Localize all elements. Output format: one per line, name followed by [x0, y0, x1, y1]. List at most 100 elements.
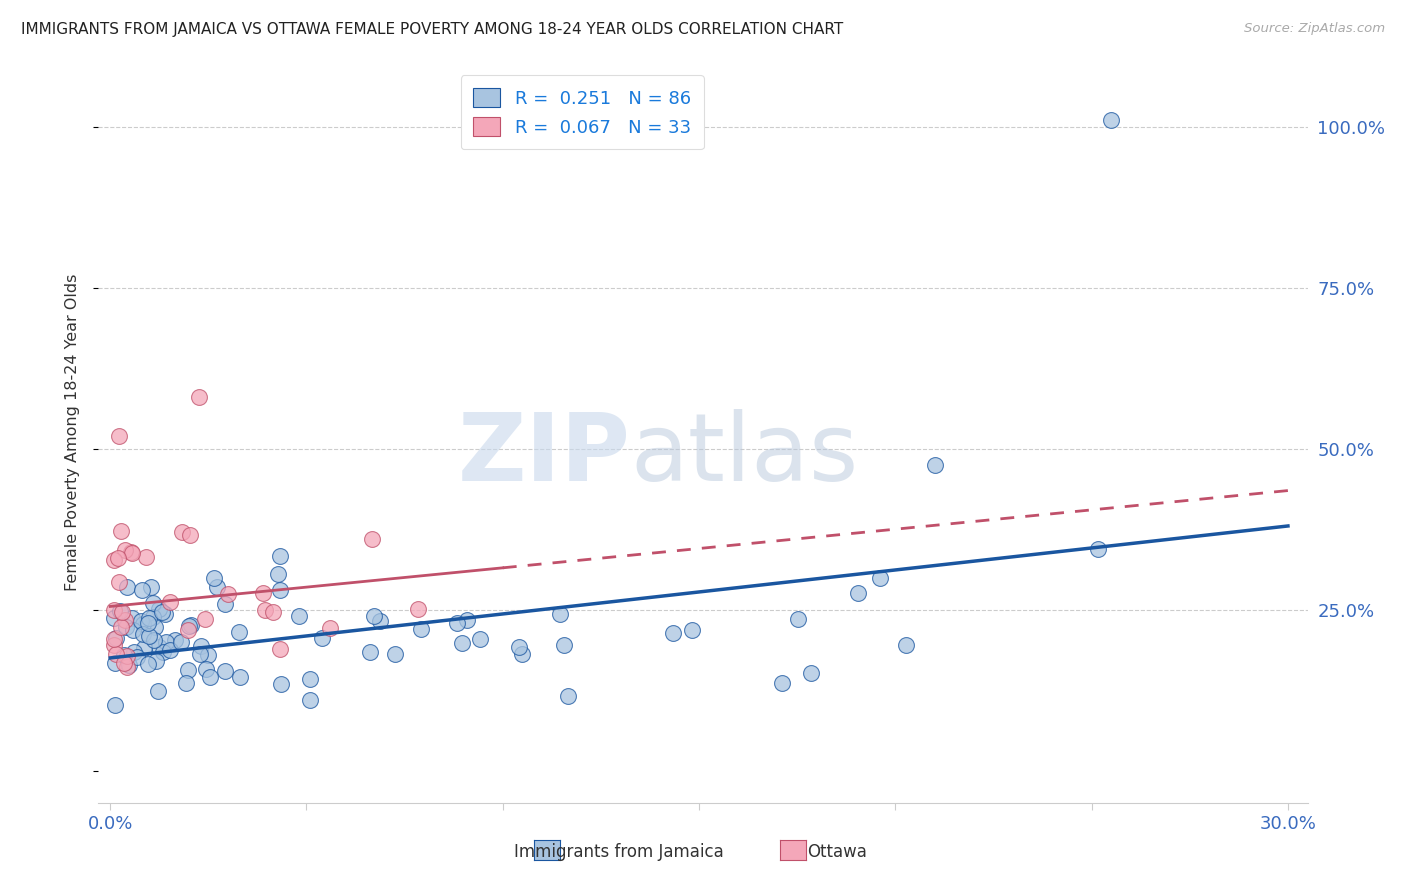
Point — [132, 627, 155, 641]
Y-axis label: Female Poverty Among 18-24 Year Olds: Female Poverty Among 18-24 Year Olds — [65, 274, 80, 591]
Point — [107, 550, 129, 565]
Point — [557, 689, 579, 703]
Point — [104, 698, 127, 712]
Point — [194, 612, 217, 626]
Point — [174, 676, 197, 690]
Point — [179, 619, 201, 633]
Point — [298, 673, 321, 687]
Point — [177, 624, 200, 638]
Point — [110, 604, 132, 618]
Point — [269, 583, 291, 598]
Point — [148, 640, 170, 654]
Text: IMMIGRANTS FROM JAMAICA VS OTTAWA FEMALE POVERTY AMONG 18-24 YEAR OLDS CORRELATI: IMMIGRANTS FROM JAMAICA VS OTTAWA FEMALE… — [21, 22, 844, 37]
Point — [132, 640, 155, 655]
Point — [214, 597, 236, 611]
Point — [180, 617, 202, 632]
Point — [117, 648, 139, 663]
Point — [135, 550, 157, 565]
Legend: R =  0.251   N = 86, R =  0.067   N = 33: R = 0.251 N = 86, R = 0.067 N = 33 — [461, 75, 703, 149]
Point — [451, 636, 474, 650]
Point — [103, 638, 125, 652]
Point — [359, 644, 381, 658]
Point — [117, 660, 139, 674]
Point — [508, 640, 530, 655]
Point — [548, 607, 571, 621]
Point — [112, 656, 135, 670]
Point — [142, 609, 165, 624]
Point — [194, 662, 217, 676]
Point — [103, 632, 125, 646]
Point — [103, 553, 125, 567]
Point — [138, 611, 160, 625]
Point — [254, 603, 277, 617]
Point — [229, 670, 252, 684]
Point — [136, 657, 159, 671]
Point — [217, 587, 239, 601]
Point — [129, 614, 152, 628]
Point — [786, 612, 808, 626]
Point — [115, 620, 138, 634]
Point — [252, 586, 274, 600]
Point — [111, 605, 134, 619]
Point — [197, 648, 219, 663]
Point — [319, 621, 342, 635]
Point — [155, 635, 177, 649]
Point — [311, 631, 333, 645]
Point — [1099, 113, 1122, 128]
Point — [143, 620, 166, 634]
Point — [103, 611, 125, 625]
Point — [894, 638, 917, 652]
Point — [177, 663, 200, 677]
Point — [104, 648, 127, 662]
Point — [800, 666, 823, 681]
Point — [368, 614, 391, 628]
Point — [661, 626, 683, 640]
Point — [145, 653, 167, 667]
Point — [163, 633, 186, 648]
Point — [118, 658, 141, 673]
Text: Immigrants from Jamaica: Immigrants from Jamaica — [513, 843, 724, 861]
Point — [198, 670, 221, 684]
Point — [120, 545, 142, 559]
Point — [104, 631, 127, 645]
Point — [131, 583, 153, 598]
Point — [1087, 541, 1109, 556]
Point — [269, 642, 291, 657]
Point — [110, 620, 132, 634]
Point — [115, 580, 138, 594]
Point — [924, 458, 946, 472]
Point — [214, 664, 236, 678]
Point — [159, 595, 181, 609]
Point — [205, 581, 228, 595]
Point — [152, 645, 174, 659]
Point — [153, 607, 176, 621]
Point — [103, 603, 125, 617]
Point — [363, 608, 385, 623]
Point — [139, 580, 162, 594]
Point — [262, 605, 284, 619]
Point — [104, 656, 127, 670]
Point — [110, 524, 132, 538]
Point — [406, 602, 429, 616]
Point — [170, 635, 193, 649]
Point — [152, 606, 174, 620]
Point — [298, 693, 321, 707]
Point — [446, 615, 468, 630]
Point — [361, 532, 384, 546]
Point — [270, 676, 292, 690]
Point — [288, 609, 311, 624]
Point — [188, 390, 211, 404]
Point — [172, 525, 194, 540]
Point — [266, 567, 288, 582]
Point — [159, 643, 181, 657]
Point — [411, 622, 433, 636]
Point — [142, 596, 165, 610]
Point — [125, 650, 148, 665]
Point — [202, 571, 225, 585]
Point — [179, 528, 201, 542]
Text: ZIP: ZIP — [457, 409, 630, 500]
Point — [122, 624, 145, 638]
Text: Ottawa: Ottawa — [807, 843, 866, 861]
Point — [770, 676, 793, 690]
Point — [510, 647, 533, 661]
